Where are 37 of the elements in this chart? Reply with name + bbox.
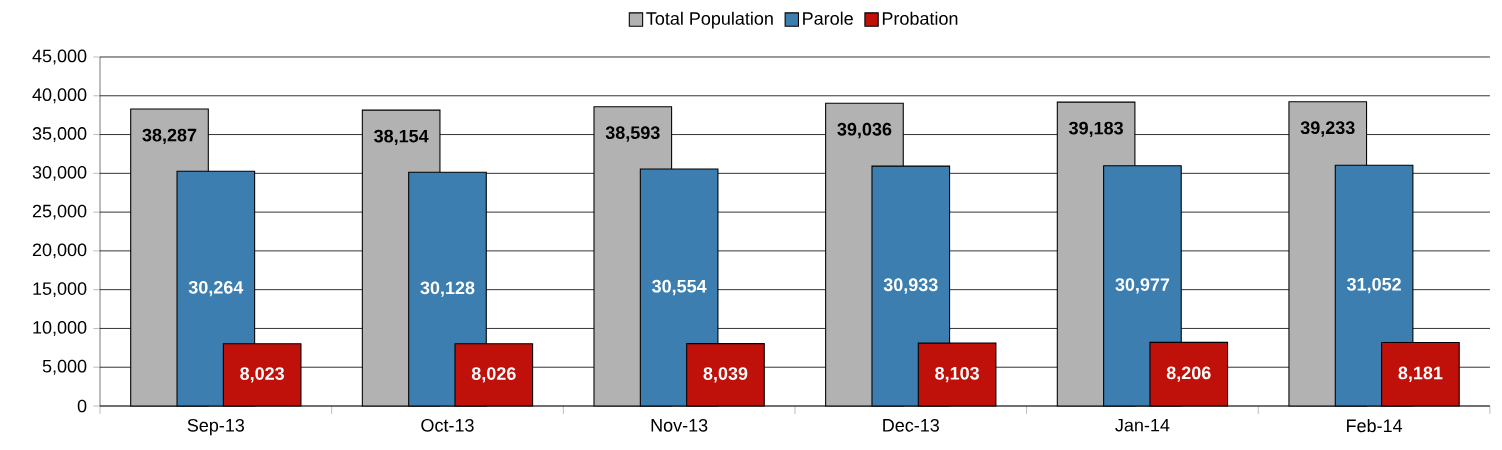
data-label: 30,977 xyxy=(1115,278,1170,294)
y-tick-label: 35,000 xyxy=(32,127,87,142)
x-tick-label: Sep-13 xyxy=(187,418,245,436)
data-label: 8,023 xyxy=(240,367,285,383)
data-label: 38,154 xyxy=(374,129,429,146)
data-label: 8,103 xyxy=(935,366,979,383)
y-tick-label: 25,000 xyxy=(32,204,87,220)
data-label: 8,026 xyxy=(471,367,516,383)
y-tick-label: 15,000 xyxy=(33,282,87,298)
data-label: 30,933 xyxy=(883,278,938,294)
y-tick-label: 40,000 xyxy=(32,88,87,104)
data-label: 8,039 xyxy=(703,367,748,383)
y-tick-label: 30,000 xyxy=(32,165,87,181)
data-label: 38,593 xyxy=(605,126,660,142)
data-label: 38,287 xyxy=(142,128,197,145)
x-tick-label: Dec-13 xyxy=(883,418,939,432)
data-label: 30,128 xyxy=(420,281,475,297)
x-tick-label: Oct-13 xyxy=(421,418,474,432)
legend-label: Parole xyxy=(803,11,853,25)
y-tick-label: 20,000 xyxy=(32,243,87,259)
data-label: 39,183 xyxy=(1068,121,1123,138)
data-label: 8,181 xyxy=(1398,366,1443,382)
y-tick-label: 0 xyxy=(77,399,87,413)
x-tick-label: Feb-14 xyxy=(1347,418,1403,433)
y-tick-label: 45,000 xyxy=(32,49,87,65)
data-label: 39,233 xyxy=(1300,121,1355,137)
data-label: 39,036 xyxy=(837,122,892,139)
legend-label: Total Population xyxy=(646,11,773,29)
x-tick-label: Jan-14 xyxy=(1115,418,1170,432)
legend-label: Probation xyxy=(882,11,958,25)
y-tick-label: 10,000 xyxy=(33,321,87,336)
data-label: 8,206 xyxy=(1166,366,1211,382)
data-label: 30,264 xyxy=(188,280,244,297)
data-label: 31,052 xyxy=(1346,277,1401,294)
data-label: 30,554 xyxy=(652,279,707,296)
x-tick-label: Nov-13 xyxy=(651,418,708,432)
y-tick-label: 5,000 xyxy=(42,359,87,375)
